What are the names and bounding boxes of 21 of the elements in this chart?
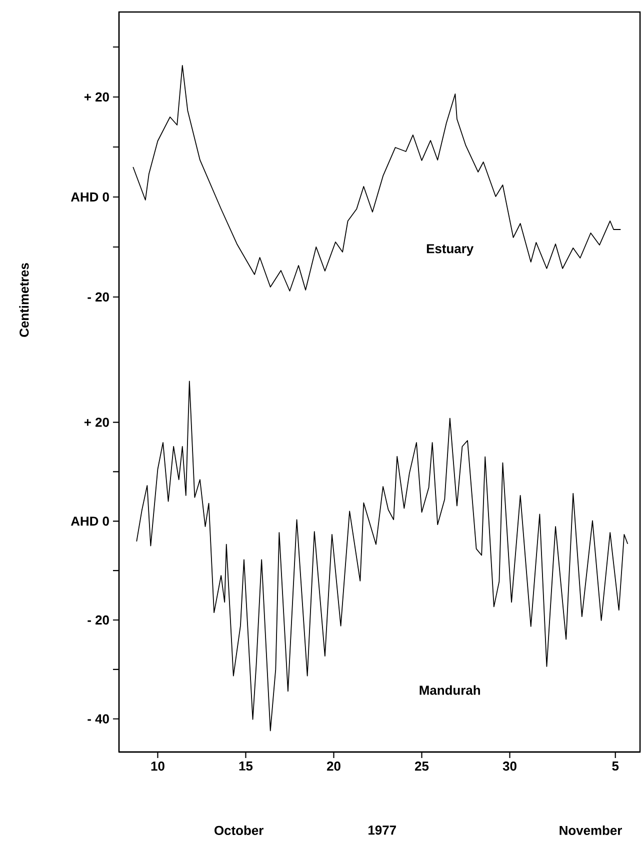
y-tick-label: AHD 0 <box>70 192 109 202</box>
text: Estuary <box>426 244 474 256</box>
x-tick-label: 20 <box>326 762 340 771</box>
y-tick-label: - 20 <box>88 615 109 625</box>
line-series <box>136 380 628 732</box>
x-axis-title: 1977 <box>368 826 396 835</box>
text: November <box>560 826 622 836</box>
line-series <box>132 65 622 292</box>
x-tick-label: 10 <box>151 762 164 771</box>
y-tick-label: - 20 <box>88 292 109 302</box>
x-tick-label: 5 <box>612 762 619 771</box>
y-tick-label: + 20 <box>84 418 109 427</box>
y-tick-label: + 20 <box>84 92 109 102</box>
x-tick-label: 25 <box>415 762 429 771</box>
y-tick-label: - 40 <box>88 714 109 724</box>
text: October <box>214 826 264 836</box>
text: Mandurah <box>420 685 480 695</box>
y-tick-label: AHD 0 <box>70 516 109 526</box>
x-tick-label: 15 <box>239 762 253 771</box>
x-tick-label: 30 <box>502 762 516 771</box>
y-axis-title: Centimetres <box>19 263 29 337</box>
